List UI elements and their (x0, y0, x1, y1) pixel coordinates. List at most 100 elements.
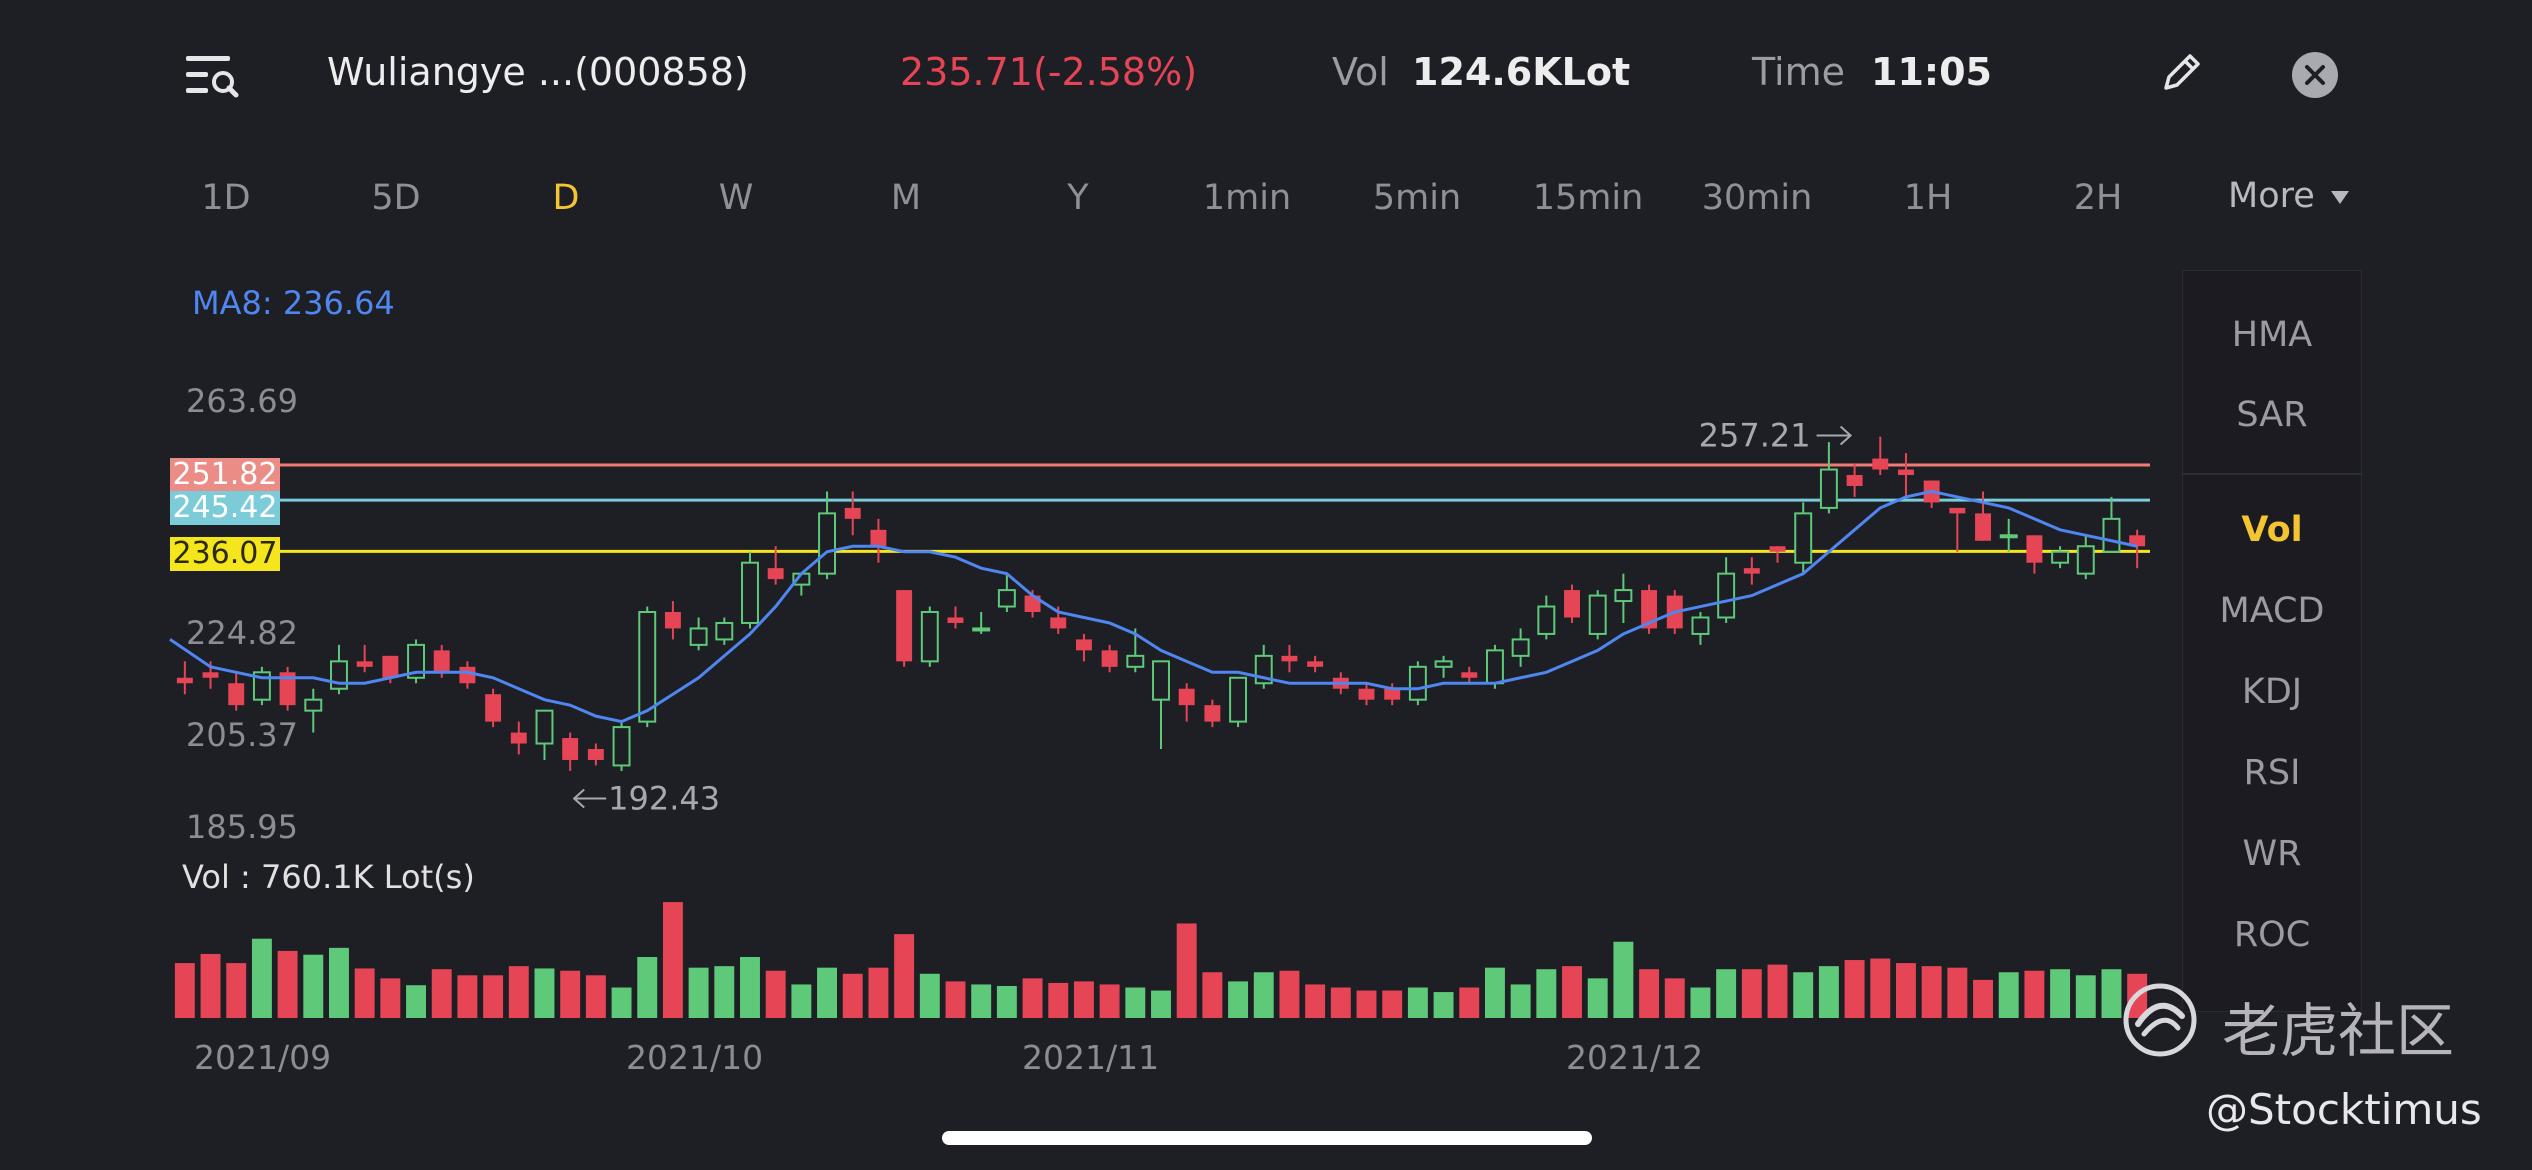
indicator-roc[interactable]: ROC (2233, 915, 2311, 955)
menu-search-icon[interactable] (186, 52, 246, 102)
candle-body-up (2076, 545, 2095, 575)
indicator-vol[interactable]: Vol (2241, 510, 2303, 550)
candle-body-down (510, 732, 527, 744)
candle-body-down (1949, 507, 1966, 514)
volume-bar (1998, 972, 2019, 1018)
candle-body-down (562, 738, 579, 760)
volume-bar (303, 954, 324, 1018)
watermark-handle: @Stocktimus (2206, 1085, 2482, 1134)
candle-body-down (202, 672, 219, 678)
volume-label: Vol (1332, 50, 1389, 94)
volume-bar (1407, 987, 1428, 1018)
tab-period-y[interactable]: Y (1067, 178, 1089, 218)
tab-period-1h[interactable]: 1H (1903, 178, 1953, 218)
volume-bar (740, 957, 760, 1018)
candle-body-up (2102, 517, 2121, 553)
volume-bar (1741, 969, 1762, 1018)
candle-body-down (1872, 458, 1889, 470)
candle-body-down (382, 655, 399, 678)
candle-body-down (1743, 568, 1760, 574)
candle-body-down (1461, 672, 1478, 678)
x-date-label: 2021/10 (626, 1038, 764, 1077)
pencil-icon[interactable] (2160, 50, 2204, 94)
volume-value: 124.6KLot (1412, 50, 1631, 94)
price-line-tag-yellow[interactable]: 236.07 (170, 537, 280, 571)
indicator-sar[interactable]: SAR (2236, 395, 2308, 435)
tab-period-30min[interactable]: 30min (1701, 178, 1813, 218)
candle-body-down (1897, 469, 1914, 476)
candle-body-up (997, 589, 1016, 608)
candle-body-up (920, 611, 939, 663)
candle-body-down (459, 666, 476, 684)
volume-bar (1664, 978, 1685, 1018)
candle-body-down (870, 529, 887, 547)
volume-bar (174, 963, 195, 1018)
candle-body-down (1384, 688, 1401, 700)
candle-body-up (1229, 676, 1248, 723)
volume-bar (1228, 981, 1249, 1018)
price-change: 235.71(-2.58%) (900, 50, 1198, 94)
ma8-line (169, 489, 2138, 724)
tab-period-w[interactable]: W (718, 178, 754, 218)
indicator-macd[interactable]: MACD (2219, 591, 2325, 631)
tab-period-m[interactable]: M (890, 178, 922, 218)
candle-body-up (535, 709, 554, 745)
home-indicator[interactable] (942, 1131, 1592, 1145)
indicator-kdj[interactable]: KDJ (2241, 672, 2303, 712)
ma8-label: MA8: 236.64 (192, 284, 395, 322)
volume-bar (277, 950, 298, 1018)
candle-body-down (1769, 546, 1786, 552)
volume-bar (483, 975, 504, 1018)
more-label: More (2228, 176, 2315, 216)
volume-bar (1921, 966, 1942, 1018)
volume-bar (817, 967, 838, 1018)
candle-body-down (1178, 688, 1195, 706)
more-dropdown-button[interactable]: More (2228, 176, 2349, 216)
volume-bar (2050, 969, 2071, 1018)
tab-period-5d[interactable]: 5D (371, 178, 421, 218)
tab-period-d[interactable]: D (552, 178, 580, 218)
candle-body-up (1819, 468, 1838, 509)
candle-body-down (228, 683, 245, 706)
volume-caption: Vol : 760.1K Lot(s) (182, 858, 475, 896)
volume-bar (945, 981, 966, 1018)
y-tick-label: 224.82 (186, 614, 298, 652)
tab-period-15min[interactable]: 15min (1532, 178, 1644, 218)
tab-period-2h[interactable]: 2H (2073, 178, 2123, 218)
candle-body-down (664, 612, 681, 629)
tab-period-1d[interactable]: 1D (201, 178, 251, 218)
candle-body-down (1846, 475, 1863, 486)
close-icon[interactable] (2292, 52, 2338, 98)
candle-body-up (818, 512, 837, 575)
volume-bar (1613, 941, 1634, 1018)
candle-body-down (1101, 650, 1118, 667)
candle-body-down (1050, 617, 1067, 629)
candle-body-up (1408, 665, 1427, 701)
candle-body-up (1588, 594, 1607, 635)
candle-body-down (1975, 513, 1991, 541)
candle-body-up (1717, 572, 1736, 619)
stock-name[interactable]: Wuliangye ...(000858) (327, 50, 749, 94)
candle-body-down (1281, 655, 1298, 662)
volume-bar (431, 969, 452, 1018)
price-line-tag-cyan[interactable]: 245.42 (170, 491, 280, 525)
candle-body-up (1537, 605, 1556, 635)
indicator-rsi[interactable]: RSI (2243, 753, 2301, 793)
candle-body-up (1794, 512, 1813, 564)
indicator-hma[interactable]: HMA (2231, 315, 2313, 355)
indicator-wr[interactable]: WR (2242, 834, 2302, 874)
candle-body-down (176, 677, 193, 684)
x-date-label: 2021/12 (1566, 1038, 1704, 1077)
candle-body-up (638, 611, 657, 723)
candle-body-up (1614, 589, 1633, 603)
y-tick-label: 263.69 (186, 382, 298, 420)
tab-period-5min[interactable]: 5min (1372, 178, 1462, 218)
candle-body-down (2026, 535, 2043, 563)
watermark-brand: 老虎社区 (2222, 997, 2455, 1065)
volume-bar (251, 938, 272, 1018)
candle-body-down (279, 672, 296, 706)
tab-period-1min[interactable]: 1min (1202, 178, 1292, 218)
candle-body-down (1358, 688, 1375, 700)
price-line-tag-red[interactable]: 251.82 (170, 458, 280, 492)
